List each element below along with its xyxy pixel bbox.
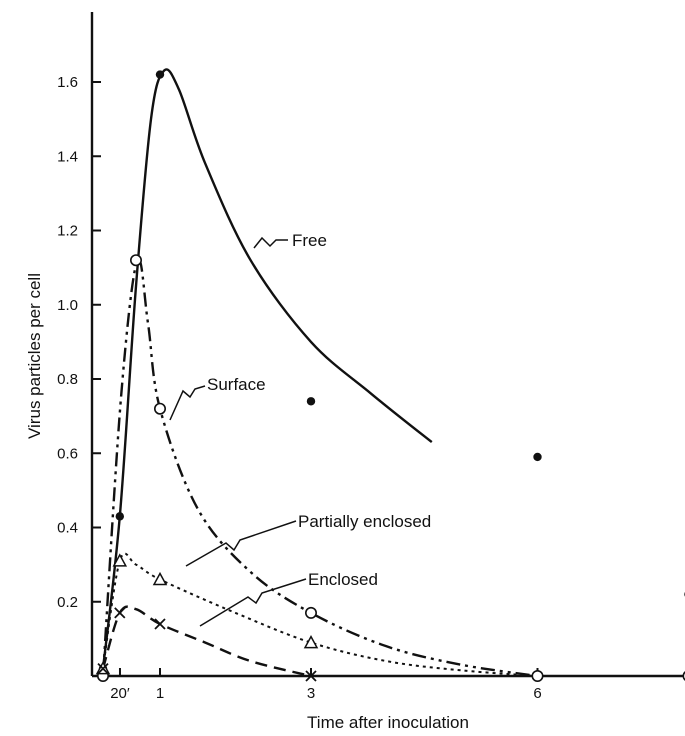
data-point-surface <box>304 606 317 619</box>
y-tick-label: 1.0 <box>57 297 78 314</box>
data-point-partially-enclosed <box>303 635 319 649</box>
x-tick-label: 1 <box>156 685 164 702</box>
data-point-enclosed <box>305 670 317 682</box>
series-line-free <box>101 68 433 669</box>
data-point-surface <box>154 402 167 415</box>
annotation-surface: Surface <box>207 375 266 394</box>
series-line-surface <box>101 257 538 678</box>
annotation-partially-enclosed: Partially enclosed <box>298 512 431 531</box>
leader-surface <box>169 385 206 421</box>
annotation-enclosed: Enclosed <box>308 570 378 589</box>
data-point-free <box>533 452 542 462</box>
data-point-free <box>155 70 165 79</box>
leader-free <box>253 236 288 249</box>
x-axis-title: Time after inoculation <box>307 713 469 732</box>
y-tick-label: 1.2 <box>57 223 78 240</box>
series-line-partially-enclosed <box>102 552 538 677</box>
y-tick-label: 1.6 <box>57 74 78 91</box>
y-tick-label: 0.4 <box>57 520 78 537</box>
data-point-free <box>115 512 125 521</box>
series-line-enclosed <box>101 605 312 678</box>
y-axis-title: Virus particles per cell <box>25 273 44 439</box>
x-axis-ticks: 20′1368 <box>110 668 685 702</box>
y-tick-label: 0.6 <box>57 445 78 462</box>
data-point-surface <box>531 669 544 682</box>
data-point-enclosed <box>154 618 166 630</box>
y-tick-label: 0.8 <box>57 371 78 388</box>
y-axis-ticks: 0.2 0.4 0.6 0.8 1.0 1.2 1.4 1.6 <box>57 74 101 611</box>
annotation-free: Free <box>292 231 327 250</box>
axes <box>90 12 685 678</box>
data-point-partially-enclosed <box>152 571 168 586</box>
leader-enclosed <box>199 578 307 627</box>
x-tick-label: 3 <box>307 685 315 702</box>
data-point-enclosed <box>97 662 109 675</box>
y-tick-label: 1.4 <box>57 148 78 165</box>
annotation-leaders <box>169 236 307 627</box>
x-tick-label: 20′ <box>110 685 130 702</box>
y-tick-label: 0.2 <box>57 594 78 611</box>
data-point-enclosed <box>114 607 126 619</box>
leader-partially-enclosed <box>185 520 297 567</box>
data-point-surface <box>130 254 143 267</box>
x-tick-label: 6 <box>533 685 541 702</box>
series-markers <box>95 70 685 682</box>
data-point-partially-enclosed <box>112 553 128 567</box>
data-point-free <box>306 397 316 406</box>
